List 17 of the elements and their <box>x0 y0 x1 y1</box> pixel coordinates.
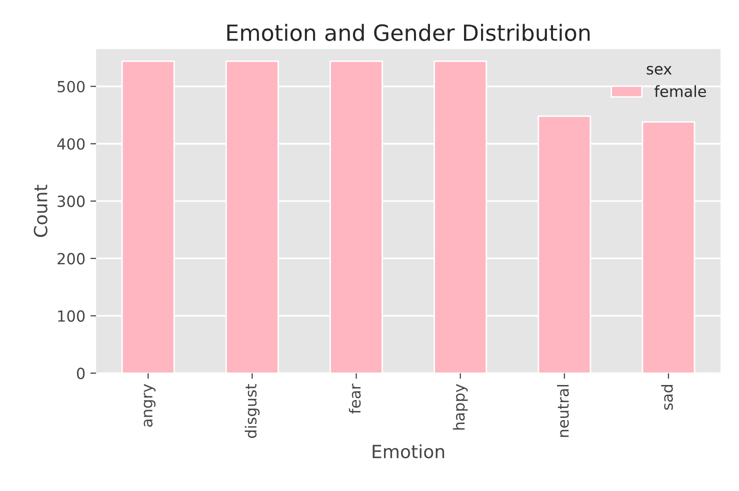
legend-label: female <box>654 85 706 98</box>
y-tick-label: 200 <box>58 252 85 264</box>
y-axis-title: Count <box>34 184 48 237</box>
legend-title: sex <box>646 66 672 75</box>
y-tick-label: 300 <box>58 196 85 208</box>
y-tick-label: 100 <box>58 310 85 322</box>
y-tick-label: 0 <box>76 368 85 380</box>
y-tick-label: 500 <box>58 80 85 92</box>
chart-title: Emotion and Gender Distribution <box>227 24 590 42</box>
x-tick-label: fear <box>348 384 361 414</box>
x-tick-label: happy <box>452 384 468 430</box>
x-tick-label: disgust <box>244 384 260 438</box>
y-tick-label: 400 <box>57 138 85 150</box>
x-tick-label: sad <box>661 384 673 410</box>
x-tick-label: angry <box>144 384 156 427</box>
x-axis-title: Emotion <box>372 444 444 458</box>
x-tick-label: neutral <box>557 385 569 437</box>
